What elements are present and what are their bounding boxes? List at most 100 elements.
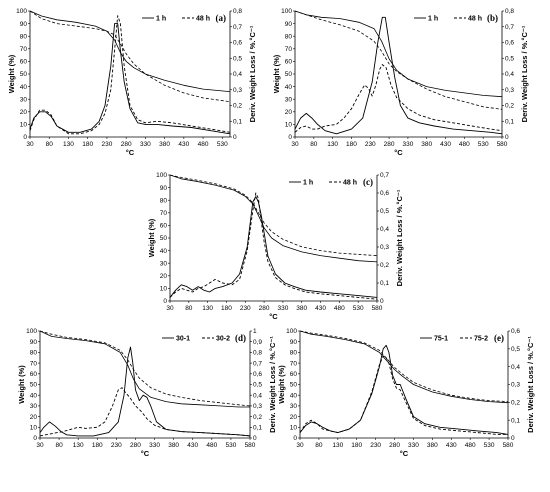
x-tick-label: 380 — [296, 305, 307, 312]
y2-axis-title: Deriv. Weight Loss / %.°C⁻¹ — [520, 25, 529, 122]
y-tick-label: 20 — [160, 273, 168, 280]
y-tick-label: 10 — [30, 425, 38, 432]
x-tick-label: 430 — [187, 442, 198, 449]
x-tick-label: 30 — [166, 305, 174, 312]
x-tick-label: 530 — [217, 141, 228, 148]
x-tick-label: 180 — [221, 305, 232, 312]
legend-entry: 30-1 — [176, 336, 190, 343]
x-tick-label: 480 — [465, 442, 476, 449]
y2-tick-label: 0,7 — [233, 24, 242, 31]
x-tick-label: 30 — [296, 442, 304, 449]
series-line-weight-2 — [29, 10, 231, 103]
series-line-weight-2 — [294, 10, 503, 110]
series-line-weight-1 — [294, 10, 503, 98]
y2-tick-label: 0,3 — [380, 244, 389, 251]
chart-panel-1: 0 10 20 30 40 50 60 70 80 90 100 0 0,1 0,2 0,3 0,4 0,5 0,… — [7, 8, 257, 157]
x-tick-label: 80 — [55, 442, 63, 449]
x-tick-label: 230 — [365, 141, 376, 148]
y2-tick-label: 0,3 — [233, 87, 242, 94]
y-tick-label: 80 — [285, 33, 293, 40]
y-tick-label: 40 — [30, 392, 38, 399]
x-tick-label: 330 — [277, 305, 288, 312]
series-line-weight-1 — [29, 10, 231, 92]
y2-tick-label: 0,5 — [380, 208, 389, 215]
x-tick-label: 30 — [291, 141, 299, 148]
y2-tick-label: 0,1 — [253, 425, 262, 432]
series-line-deriv-4 — [169, 192, 378, 300]
y-tick-label: 50 — [20, 71, 28, 78]
y2-tick-label: 0,2 — [380, 262, 389, 269]
y-tick-label: 90 — [160, 185, 168, 192]
x-tick-label: 80 — [310, 141, 318, 148]
y2-tick-label: 0,1 — [380, 280, 389, 287]
x-tick-label: 480 — [206, 442, 217, 449]
y-tick-label: 30 — [290, 403, 298, 410]
series-line-deriv-3 — [169, 196, 378, 298]
x-tick-label: 380 — [168, 442, 179, 449]
panel-label: (b) — [487, 13, 498, 23]
y2-tick-label: 0,7 — [380, 172, 389, 179]
y-tick-label: 10 — [20, 122, 28, 129]
y2-tick-label: 0,6 — [233, 40, 242, 47]
x-tick-label: 180 — [92, 442, 103, 449]
y2-tick-label: 1 — [253, 328, 257, 335]
y2-tick-label: 0,2 — [233, 103, 242, 110]
legend-entry: 75-2 — [474, 336, 488, 343]
x-tick-label: 530 — [484, 442, 495, 449]
y-tick-label: 20 — [290, 414, 298, 421]
y-tick-label: 40 — [160, 248, 168, 255]
x-tick-label: 80 — [315, 442, 323, 449]
x-tick-label: 280 — [384, 141, 395, 148]
x-tick-label: 430 — [446, 442, 457, 449]
y-tick-label: 20 — [30, 414, 38, 421]
y2-tick-label: 0 — [511, 435, 515, 442]
chart-panel-5: 0 10 20 30 40 50 60 70 80 90 100 0 0,1 0,2 0,3 0,4 0,5 0,… — [277, 328, 535, 458]
y-tick-label: 100 — [281, 8, 292, 15]
x-tick-label: 280 — [121, 141, 132, 148]
chart-panel-4: 0 10 20 30 40 50 60 70 80 90 100 0 0,1 0,2 0,3 0,4 0,5 0,… — [17, 328, 277, 458]
x-tick-label: 330 — [408, 442, 419, 449]
series-line-deriv-4 — [29, 15, 231, 135]
x-axis-title: °C — [400, 449, 409, 458]
legend-entry: 1 h — [156, 16, 166, 23]
y-tick-label: 10 — [290, 425, 298, 432]
y-tick-label: 40 — [285, 84, 293, 91]
y-tick-label: 30 — [30, 403, 38, 410]
series-line-weight-2 — [39, 330, 251, 407]
x-tick-label: 280 — [389, 442, 400, 449]
x-axis-title: °C — [269, 312, 278, 321]
x-tick-label: 480 — [334, 305, 345, 312]
y2-tick-label: 0,7 — [505, 24, 514, 31]
x-tick-label: 580 — [372, 305, 383, 312]
y-tick-label: 90 — [285, 21, 293, 28]
x-tick-label: 30 — [36, 442, 44, 449]
y-tick-label: 50 — [285, 71, 293, 78]
y2-tick-label: 0,3 — [505, 87, 514, 94]
y-tick-label: 30 — [20, 96, 28, 103]
y-tick-label: 0 — [293, 435, 297, 442]
y-tick-label: 20 — [285, 109, 293, 116]
series-line-deriv-3 — [294, 16, 503, 135]
y2-tick-label: 0,2 — [505, 103, 514, 110]
y-axis-title: Weight (%) — [277, 365, 286, 404]
y-tick-label: 20 — [20, 109, 28, 116]
legend-entry: 1 h — [428, 16, 438, 23]
y2-tick-label: 0,9 — [253, 339, 262, 346]
y-tick-label: 60 — [30, 371, 38, 378]
y-tick-label: 100 — [26, 328, 37, 335]
y-tick-label: 80 — [290, 350, 298, 357]
y2-tick-label: 0,5 — [511, 346, 520, 353]
y2-axis-title: Deriv. Weight Loss / %.°C⁻¹ — [526, 336, 535, 433]
y2-tick-label: 0 — [505, 134, 509, 141]
y2-tick-label: 0,3 — [253, 403, 262, 410]
y-tick-label: 100 — [286, 328, 297, 335]
y2-tick-label: 0,5 — [505, 55, 514, 62]
x-tick-label: 330 — [402, 141, 413, 148]
y-tick-label: 40 — [290, 392, 298, 399]
y-tick-label: 80 — [30, 350, 38, 357]
y-tick-label: 70 — [160, 210, 168, 217]
y2-tick-label: 0,8 — [505, 8, 514, 15]
x-axis-title: °C — [141, 449, 150, 458]
y2-tick-label: 0 — [380, 298, 384, 305]
y-tick-label: 30 — [285, 96, 293, 103]
